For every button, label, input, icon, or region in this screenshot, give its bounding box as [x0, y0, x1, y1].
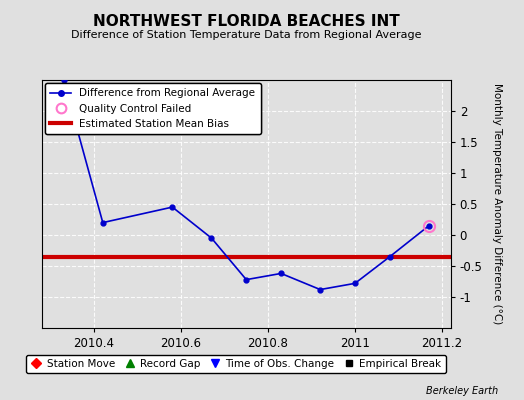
- Text: Berkeley Earth: Berkeley Earth: [425, 386, 498, 396]
- Y-axis label: Monthly Temperature Anomaly Difference (°C): Monthly Temperature Anomaly Difference (…: [492, 83, 502, 325]
- Text: Difference of Station Temperature Data from Regional Average: Difference of Station Temperature Data f…: [71, 30, 421, 40]
- Legend: Station Move, Record Gap, Time of Obs. Change, Empirical Break: Station Move, Record Gap, Time of Obs. C…: [26, 355, 446, 373]
- Text: NORTHWEST FLORIDA BEACHES INT: NORTHWEST FLORIDA BEACHES INT: [93, 14, 400, 29]
- Legend: Difference from Regional Average, Quality Control Failed, Estimated Station Mean: Difference from Regional Average, Qualit…: [45, 83, 260, 134]
